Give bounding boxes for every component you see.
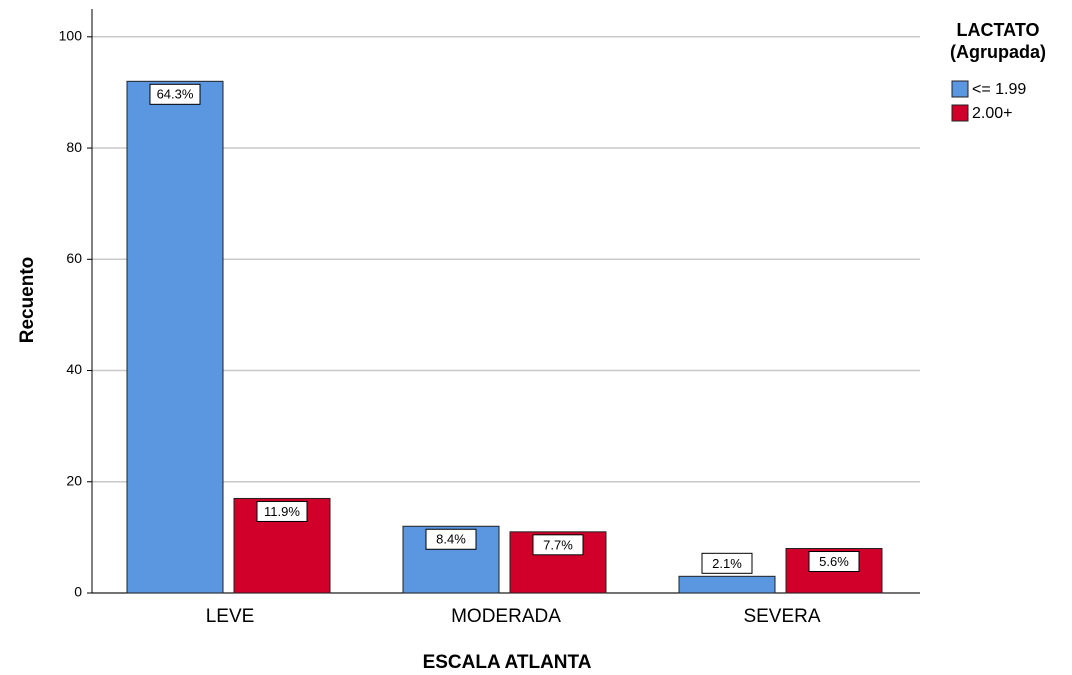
value-label: 7.7% xyxy=(543,537,573,552)
value-label-box xyxy=(532,534,584,556)
legend-label: <= 1.99 xyxy=(972,81,1026,98)
y-tick-label: 0 xyxy=(74,584,82,600)
value-label: 8.4% xyxy=(436,532,466,547)
value-label-box xyxy=(149,83,201,105)
legend-title: LACTATO xyxy=(957,20,1040,40)
x-tick-label: MODERADA xyxy=(451,606,561,627)
x-tick-label: LEVE xyxy=(206,606,255,627)
y-tick-label: 60 xyxy=(66,250,82,266)
x-axis-label: ESCALA ATLANTA xyxy=(423,652,592,673)
bar xyxy=(126,80,224,594)
value-label: 2.1% xyxy=(712,556,742,571)
legend-label: 2.00+ xyxy=(972,105,1012,122)
y-tick-label: 20 xyxy=(66,472,82,488)
x-tick-label: SEVERA xyxy=(743,606,820,627)
value-label: 64.3% xyxy=(157,87,194,102)
y-axis-label: Recuento xyxy=(17,257,38,344)
y-tick-label: 80 xyxy=(66,139,82,155)
value-label-box xyxy=(256,500,308,522)
y-tick-label: 100 xyxy=(59,28,83,44)
legend-swatch xyxy=(951,80,969,98)
y-tick-label: 40 xyxy=(66,361,82,377)
value-label-box xyxy=(701,552,753,574)
value-label: 5.6% xyxy=(819,554,849,569)
value-label-box xyxy=(425,528,477,550)
legend-title: (Agrupada) xyxy=(950,42,1046,62)
value-label: 11.9% xyxy=(264,504,300,519)
legend-swatch xyxy=(951,104,969,122)
value-label-box xyxy=(808,551,860,573)
bar xyxy=(678,575,776,594)
